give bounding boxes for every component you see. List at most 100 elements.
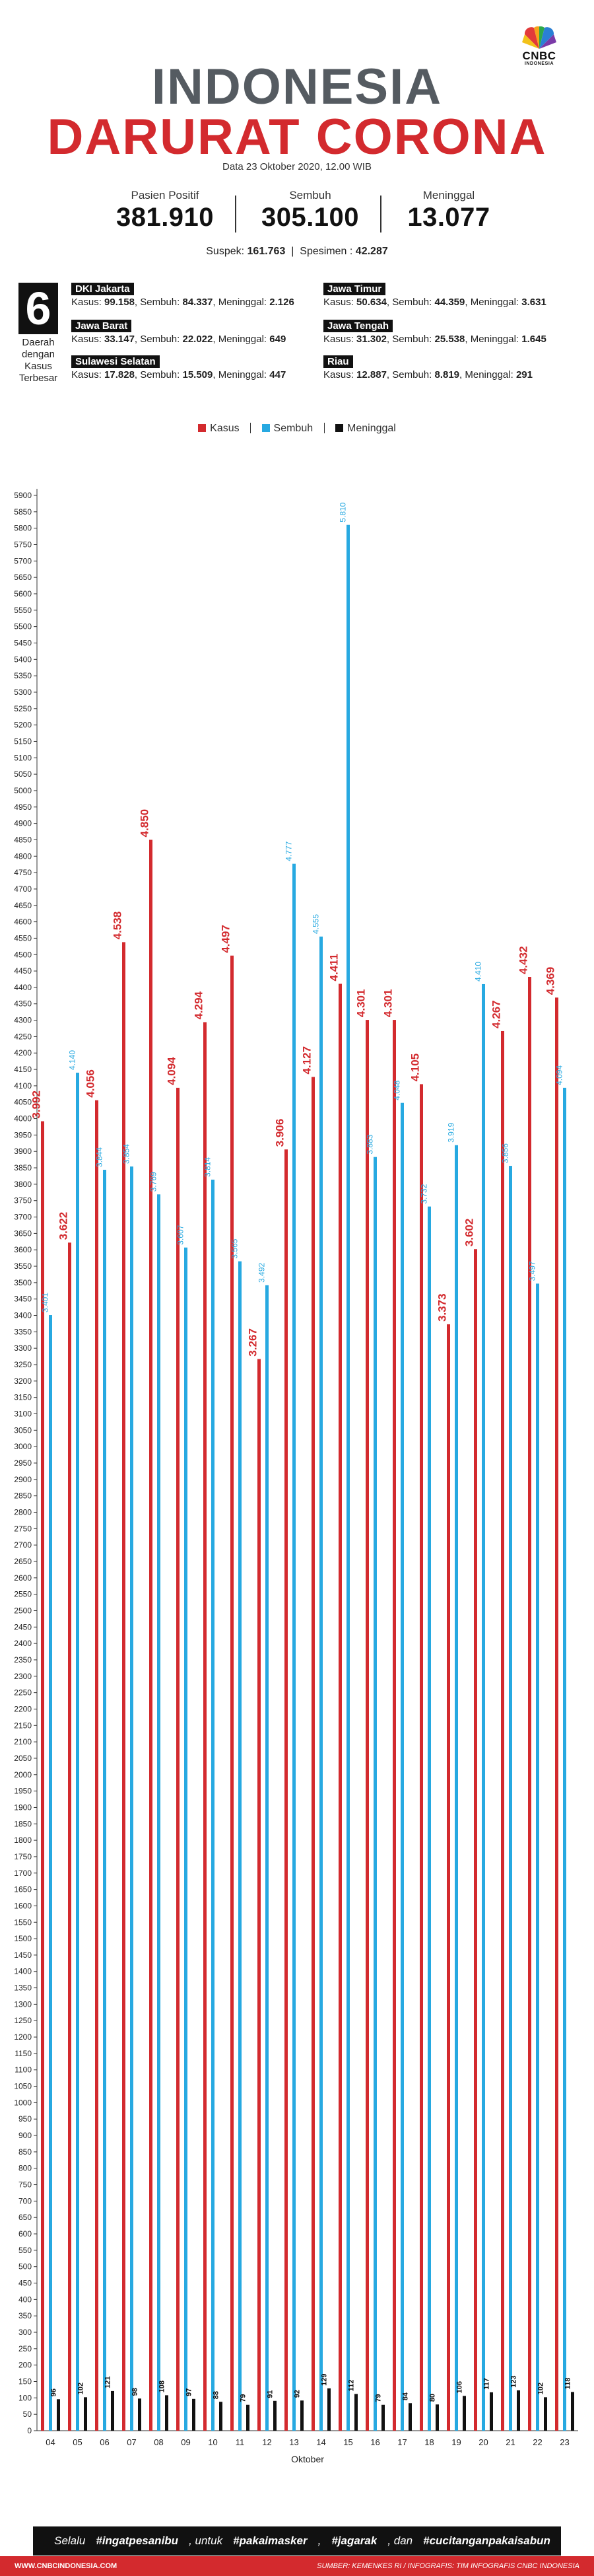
bar-meninggal: [517, 2390, 520, 2431]
y-tick-label: 4950: [14, 803, 32, 812]
data-label-sembuh: 3.732: [420, 1184, 429, 1203]
data-label-kasus: 4.369: [544, 967, 557, 995]
title-line-2: DARURAT CORONA: [47, 109, 547, 165]
bar-sembuh: [184, 1247, 187, 2431]
banner-part: Selalu: [44, 2530, 96, 2552]
y-tick-label: 550: [18, 2246, 32, 2255]
y-tick-label: 3850: [14, 1163, 32, 1172]
y-tick-label: 4150: [14, 1065, 32, 1074]
y-tick-label: 3450: [14, 1295, 32, 1304]
bar-meninggal: [544, 2397, 547, 2431]
y-tick-label: 3300: [14, 1343, 32, 1353]
stat-label: Sembuh: [289, 189, 331, 201]
bar-sembuh: [49, 1315, 52, 2431]
region-item: Sulawesi Selatan Kasus: 17.828, Sembuh: 1…: [71, 355, 309, 380]
data-label-sembuh: 4.140: [68, 1050, 77, 1070]
data-label-meninggal: 98: [131, 2388, 139, 2396]
region-stats: Kasus: 31.302, Sembuh: 25.538, Meninggal…: [323, 334, 546, 345]
data-label-meninggal: 97: [185, 2388, 193, 2396]
bar-kasus: [230, 955, 234, 2431]
data-label-kasus: 4.267: [490, 1000, 503, 1028]
y-tick-label: 3700: [14, 1213, 32, 1222]
y-tick-label: 1650: [14, 1885, 32, 1894]
data-label-kasus: 4.432: [517, 946, 530, 974]
y-tick-label: 2200: [14, 1704, 32, 1713]
x-tick-label: 21: [506, 2437, 515, 2447]
data-label-sembuh: 3.883: [366, 1134, 375, 1154]
y-tick-label: 4050: [14, 1098, 32, 1107]
stat-value: 13.077: [407, 203, 490, 232]
bar-kasus: [149, 840, 152, 2431]
region-stats: Kasus: 12.887, Sembuh: 8.819, Meninggal:…: [323, 369, 533, 380]
data-label-sembuh: 4.777: [284, 841, 294, 861]
bar-kasus: [339, 984, 342, 2431]
region-name: DKI Jakarta: [71, 283, 134, 295]
y-tick-label: 3200: [14, 1377, 32, 1386]
y-tick-label: 100: [18, 2393, 32, 2402]
hashtag: #cucitanganpakaisabun: [423, 2534, 550, 2547]
bar-kasus: [122, 942, 125, 2431]
region-item: Jawa Tengah Kasus: 31.302, Sembuh: 25.538…: [323, 320, 561, 345]
data-label-meninggal: 123: [510, 2376, 518, 2388]
y-tick-label: 5450: [14, 638, 32, 647]
y-tick-label: 900: [18, 2131, 32, 2140]
x-tick-label: 06: [100, 2437, 109, 2447]
data-label-meninggal: 91: [267, 2390, 275, 2398]
x-tick-label: 17: [397, 2437, 407, 2447]
data-label-meninggal: 102: [537, 2382, 545, 2394]
data-label-meninggal: 129: [321, 2374, 329, 2386]
data-label-kasus: 4.538: [112, 912, 124, 940]
y-tick-label: 1100: [15, 2065, 32, 2075]
y-tick-label: 2500: [14, 1606, 32, 1615]
hashtag: #jagarak: [331, 2534, 378, 2547]
y-tick-label: 2550: [14, 1590, 32, 1599]
spesimen-label: Spesimen :: [300, 246, 353, 257]
y-tick-label: 1250: [14, 2016, 32, 2025]
data-label-kasus: 4.294: [193, 991, 205, 1019]
hashtag: #ingatpesanibu: [96, 2534, 179, 2547]
y-tick-label: 4100: [14, 1081, 32, 1091]
data-label-sembuh: 3.844: [95, 1147, 104, 1167]
region-item: Jawa Timur Kasus: 50.634, Sembuh: 44.359,…: [323, 283, 561, 308]
legend-item-meninggal: Meninggal: [335, 423, 396, 435]
y-tick-label: 5750: [14, 540, 32, 549]
stat-meninggal: Meninggal 13.077: [383, 189, 515, 233]
bar-meninggal: [138, 2398, 141, 2431]
y-tick-label: 1850: [14, 1819, 32, 1828]
region-item: Riau Kasus: 12.887, Sembuh: 8.819, Mening…: [323, 355, 561, 380]
bar-kasus: [393, 1020, 396, 2431]
y-tick-label: 750: [18, 2180, 32, 2190]
bar-kasus: [312, 1077, 315, 2431]
suspek-value: 161.763: [247, 246, 286, 257]
region-name: Sulawesi Selatan: [71, 355, 160, 368]
data-label-sembuh: 5.810: [339, 502, 348, 522]
y-tick-label: 4400: [14, 983, 32, 992]
y-tick-label: 5850: [14, 507, 32, 517]
x-tick-label: 07: [127, 2437, 136, 2447]
y-tick-label: 300: [18, 2328, 32, 2337]
region-name: Jawa Timur: [323, 283, 386, 295]
bar-kasus: [501, 1030, 504, 2431]
y-tick-label: 2650: [14, 1557, 32, 1566]
y-tick-label: 0: [27, 2426, 32, 2435]
data-label-sembuh: 4.410: [474, 962, 483, 982]
bar-sembuh: [211, 1179, 214, 2431]
site-link[interactable]: WWW.CNBCINDONESIA.COM: [15, 2562, 117, 2570]
y-tick-label: 5800: [14, 524, 32, 533]
y-tick-label: 950: [18, 2114, 32, 2124]
bar-meninggal: [436, 2404, 439, 2431]
y-tick-label: 2600: [14, 1573, 32, 1583]
bar-sembuh: [428, 1206, 431, 2431]
bar-meninggal: [192, 2398, 195, 2431]
banner-text: Selalu #ingatpesanibu, untuk #pakaimaske…: [33, 2526, 561, 2556]
data-label-sembuh: 3.492: [257, 1262, 267, 1282]
bar-kasus: [41, 1121, 44, 2431]
region-item: DKI Jakarta Kasus: 99.158, Sembuh: 84.337…: [71, 283, 309, 308]
legend-swatch: [198, 424, 207, 432]
bar-meninggal: [300, 2400, 304, 2431]
region-stats: Kasus: 99.158, Sembuh: 84.337, Meninggal…: [71, 297, 294, 308]
x-tick-label: 15: [343, 2437, 352, 2447]
x-tick-label: 18: [424, 2437, 434, 2447]
y-tick-label: 4650: [14, 901, 32, 910]
x-tick-label: 11: [236, 2437, 245, 2447]
